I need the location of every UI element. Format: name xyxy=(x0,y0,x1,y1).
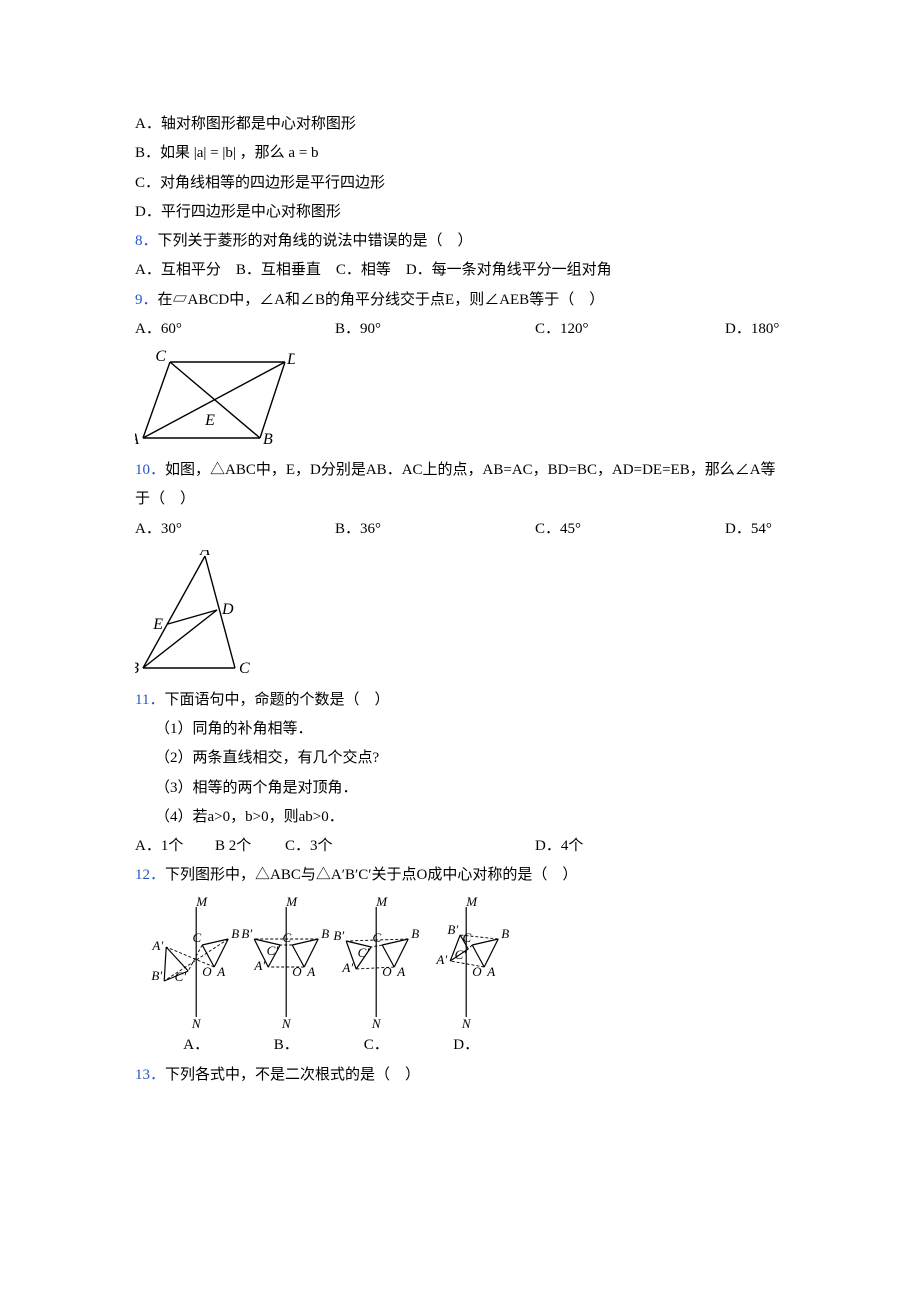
q7-b-pre: B．如果 xyxy=(135,145,190,161)
q7-b-post: ，那么 a = b xyxy=(240,145,319,161)
q9-option-c: C．120° xyxy=(535,315,725,344)
q11-option-d: D．4个 xyxy=(535,832,655,861)
svg-text:N: N xyxy=(281,1016,292,1031)
q11-number: 11． xyxy=(135,692,164,708)
q9-options: A．60° B．90° C．120° D．180° xyxy=(135,315,785,344)
svg-text:N: N xyxy=(371,1016,382,1031)
svg-text:A: A xyxy=(216,964,225,979)
svg-text:N: N xyxy=(461,1016,472,1031)
q10-number: 10． xyxy=(135,462,165,478)
svg-text:O: O xyxy=(202,964,212,979)
q12-number: 12． xyxy=(135,867,165,883)
svg-text:A: A xyxy=(306,964,315,979)
q11-option-b: B 2个 xyxy=(215,832,285,861)
svg-text:C: C xyxy=(155,350,166,365)
q7-option-b: B．如果 |a| = |b| ，那么 a = b xyxy=(135,139,785,168)
q7-option-d: D．平行四边形是中心对称图形 xyxy=(135,198,785,227)
q7-option-c: C．对角线相等的四边形是平行四边形 xyxy=(135,169,785,198)
q9-option-a: A．60° xyxy=(135,315,335,344)
svg-text:B: B xyxy=(135,660,139,677)
q12-text: 下列图形中，△ABC与△A′B′C′关于点O成中心对称的是（ ） xyxy=(165,867,577,883)
svg-text:B: B xyxy=(231,926,239,941)
q9-option-d: D．180° xyxy=(725,315,845,344)
q10-option-c: C．45° xyxy=(535,515,725,544)
svg-text:N: N xyxy=(191,1016,202,1031)
q10-stem: 10．如图，△ABC中，E，D分别是AB．AC上的点，AB=AC，BD=BC，A… xyxy=(135,456,785,515)
q9-figure: C D A B E xyxy=(135,350,785,450)
q11-options: A．1个 B 2个 C．3个 D．4个 xyxy=(135,832,785,861)
svg-text:E: E xyxy=(204,412,215,429)
svg-text:A′: A′ xyxy=(341,960,353,975)
q11-option-c: C．3个 xyxy=(285,832,535,861)
svg-text:B: B xyxy=(263,431,273,448)
svg-text:A′: A′ xyxy=(151,938,163,953)
svg-text:O: O xyxy=(382,964,392,979)
q9-number: 9． xyxy=(135,292,158,308)
q12-figure: MNOABCA′B′C′A．MNOABCA′B′C′B．MNOABCA′B′C′… xyxy=(135,897,785,1055)
svg-text:M: M xyxy=(465,897,478,909)
svg-text:B: B xyxy=(321,926,329,941)
q11-sub2: （2）两条直线相交，有几个交点? xyxy=(135,744,785,773)
svg-text:C′: C′ xyxy=(175,969,187,984)
q7-b-mid: |a| = |b| xyxy=(194,145,236,161)
q13-text: 下列各式中，不是二次根式的是（ ） xyxy=(165,1067,420,1083)
svg-text:B′: B′ xyxy=(333,928,344,943)
q8-number: 8． xyxy=(135,233,158,249)
q10-option-b: B．36° xyxy=(335,515,535,544)
q11-sub1: （1）同角的补角相等． xyxy=(135,715,785,744)
q8-stem: 8．下列关于菱形的对角线的说法中错误的是（ ） xyxy=(135,227,785,256)
q10-text: 如图，△ABC中，E，D分别是AB．AC上的点，AB=AC，BD=BC，AD=D… xyxy=(135,462,776,507)
svg-text:B′: B′ xyxy=(241,926,252,941)
q9-stem: 9．在▱ABCD中，∠A和∠B的角平分线交于点E，则∠AEB等于（ ） xyxy=(135,286,785,315)
svg-text:D．: D． xyxy=(453,1037,479,1053)
q13-stem: 13．下列各式中，不是二次根式的是（ ） xyxy=(135,1061,785,1090)
q7-option-a: A．轴对称图形都是中心对称图形 xyxy=(135,110,785,139)
q11-sub4: （4）若a>0，b>0，则ab>0． xyxy=(135,803,785,832)
svg-text:C′: C′ xyxy=(267,943,279,958)
q11-stem: 11．下面语句中，命题的个数是（ ） xyxy=(135,686,785,715)
svg-text:B．: B． xyxy=(274,1037,299,1053)
svg-text:C: C xyxy=(193,930,202,945)
q10-option-a: A．30° xyxy=(135,515,335,544)
svg-text:A: A xyxy=(199,550,210,559)
svg-text:D: D xyxy=(286,351,295,368)
svg-text:B: B xyxy=(411,926,419,941)
q11-option-a: A．1个 xyxy=(135,832,215,861)
svg-text:C．: C． xyxy=(364,1037,389,1053)
svg-text:C: C xyxy=(283,930,292,945)
svg-text:A′: A′ xyxy=(253,958,265,973)
svg-text:C: C xyxy=(239,660,250,677)
svg-text:M: M xyxy=(285,897,298,909)
q9-text: 在▱ABCD中，∠A和∠B的角平分线交于点E，则∠AEB等于（ ） xyxy=(158,292,605,308)
svg-text:M: M xyxy=(375,897,388,909)
q10-option-d: D．54° xyxy=(725,515,845,544)
q10-figure: A B C E D xyxy=(135,550,785,680)
svg-text:B′: B′ xyxy=(447,922,458,937)
q8-options: A．互相平分 B．互相垂直 C．相等 D．每一条对角线平分一组对角 xyxy=(135,256,785,285)
q8-text: 下列关于菱形的对角线的说法中错误的是（ ） xyxy=(158,233,473,249)
svg-text:A．: A． xyxy=(183,1037,209,1053)
q9-option-b: B．90° xyxy=(335,315,535,344)
q11-sub3: （3）相等的两个角是对顶角． xyxy=(135,774,785,803)
svg-text:E: E xyxy=(152,616,163,633)
svg-text:C′: C′ xyxy=(358,945,370,960)
svg-text:O: O xyxy=(472,964,482,979)
svg-text:O: O xyxy=(292,964,302,979)
svg-text:A: A xyxy=(396,964,405,979)
q13-number: 13． xyxy=(135,1067,165,1083)
q12-stem: 12．下列图形中，△ABC与△A′B′C′关于点O成中心对称的是（ ） xyxy=(135,861,785,890)
svg-text:B′: B′ xyxy=(151,968,162,983)
svg-text:C′: C′ xyxy=(455,947,467,962)
svg-text:A: A xyxy=(135,431,139,448)
svg-text:D: D xyxy=(221,601,234,618)
svg-text:A: A xyxy=(486,964,495,979)
q10-options: A．30° B．36° C．45° D．54° xyxy=(135,515,785,544)
q11-text: 下面语句中，命题的个数是（ ） xyxy=(164,692,389,708)
svg-text:A′: A′ xyxy=(435,952,447,967)
svg-text:C: C xyxy=(373,930,382,945)
svg-text:C: C xyxy=(463,930,472,945)
svg-text:B: B xyxy=(501,926,509,941)
svg-text:M: M xyxy=(195,897,208,909)
